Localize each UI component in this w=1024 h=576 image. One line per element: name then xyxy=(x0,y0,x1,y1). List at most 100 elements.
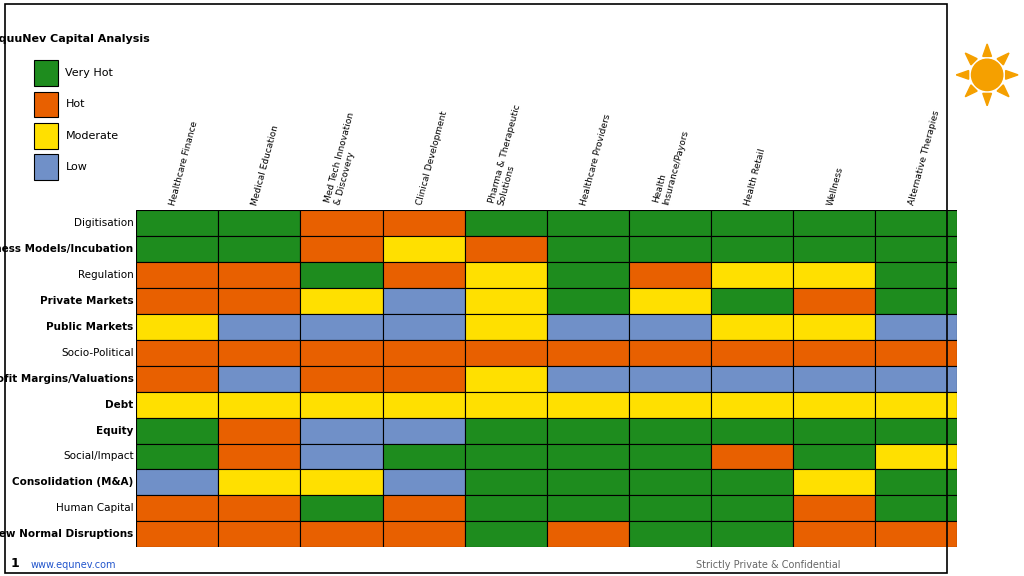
Text: Med Tech Innovation
& Discovery: Med Tech Innovation & Discovery xyxy=(323,111,366,206)
Polygon shape xyxy=(997,85,1009,97)
Bar xyxy=(218,444,300,469)
Bar xyxy=(629,495,711,521)
Text: Consolidation (M&A): Consolidation (M&A) xyxy=(12,478,133,487)
Bar xyxy=(876,366,957,392)
Bar xyxy=(547,444,629,469)
Bar xyxy=(876,392,957,418)
Bar xyxy=(383,366,465,392)
Bar xyxy=(300,469,383,495)
Text: Strictly Private & Confidential: Strictly Private & Confidential xyxy=(696,560,841,570)
Bar xyxy=(465,469,547,495)
Bar xyxy=(218,210,300,236)
Bar xyxy=(465,236,547,262)
Bar xyxy=(465,314,547,340)
Text: Equity: Equity xyxy=(96,426,133,435)
Polygon shape xyxy=(983,93,991,106)
Bar xyxy=(711,495,794,521)
Bar xyxy=(136,288,218,314)
Bar xyxy=(218,236,300,262)
Bar xyxy=(629,444,711,469)
Bar xyxy=(876,469,957,495)
Bar xyxy=(465,210,547,236)
Bar xyxy=(547,521,629,547)
Bar xyxy=(218,340,300,366)
Bar xyxy=(629,262,711,288)
Bar xyxy=(876,418,957,444)
Bar xyxy=(300,444,383,469)
Text: New Business Models/Incubation: New Business Models/Incubation xyxy=(0,244,133,254)
Text: Profit Margins/Valuations: Profit Margins/Valuations xyxy=(0,374,133,384)
Bar xyxy=(383,418,465,444)
Text: Hot: Hot xyxy=(66,100,85,109)
Bar xyxy=(711,418,794,444)
Bar xyxy=(218,288,300,314)
Text: Medical Education: Medical Education xyxy=(251,124,281,206)
Bar xyxy=(711,340,794,366)
Bar xyxy=(794,366,876,392)
Bar xyxy=(465,392,547,418)
Bar xyxy=(218,495,300,521)
Bar xyxy=(876,262,957,288)
Bar xyxy=(629,314,711,340)
Bar xyxy=(136,444,218,469)
Bar xyxy=(794,340,876,366)
Bar xyxy=(547,469,629,495)
Bar xyxy=(300,210,383,236)
Bar xyxy=(711,210,794,236)
Polygon shape xyxy=(966,85,977,97)
Bar xyxy=(300,495,383,521)
Text: www.equnev.com: www.equnev.com xyxy=(31,560,116,570)
Bar xyxy=(794,469,876,495)
Bar xyxy=(794,262,876,288)
Bar xyxy=(136,521,218,547)
Bar xyxy=(300,418,383,444)
Bar xyxy=(136,392,218,418)
Bar xyxy=(794,236,876,262)
Text: Low: Low xyxy=(66,162,87,172)
Bar xyxy=(300,236,383,262)
Bar xyxy=(300,288,383,314)
Bar xyxy=(547,366,629,392)
Text: Private Markets: Private Markets xyxy=(40,296,133,306)
Bar xyxy=(547,340,629,366)
Text: Social/Impact: Social/Impact xyxy=(62,452,133,461)
Text: Socio-Political: Socio-Political xyxy=(61,348,133,358)
Bar xyxy=(876,210,957,236)
Bar xyxy=(629,340,711,366)
Bar xyxy=(876,236,957,262)
FancyBboxPatch shape xyxy=(34,92,57,118)
Bar xyxy=(383,340,465,366)
Bar xyxy=(876,444,957,469)
Bar xyxy=(794,210,876,236)
Bar xyxy=(383,495,465,521)
Bar xyxy=(629,236,711,262)
Bar xyxy=(465,288,547,314)
Polygon shape xyxy=(956,70,969,79)
Bar xyxy=(711,236,794,262)
Bar xyxy=(547,236,629,262)
Bar xyxy=(465,262,547,288)
Bar xyxy=(465,495,547,521)
Bar xyxy=(547,288,629,314)
Bar xyxy=(711,469,794,495)
Bar xyxy=(629,366,711,392)
Bar xyxy=(218,262,300,288)
Bar xyxy=(383,210,465,236)
Polygon shape xyxy=(983,44,991,56)
Bar xyxy=(547,314,629,340)
Bar xyxy=(136,210,218,236)
Bar xyxy=(218,521,300,547)
Polygon shape xyxy=(997,53,1009,65)
Bar xyxy=(136,314,218,340)
Text: New Normal Disruptions: New Normal Disruptions xyxy=(0,529,133,539)
Bar xyxy=(218,392,300,418)
Text: EquuNev Capital Analysis: EquuNev Capital Analysis xyxy=(0,34,151,44)
Text: Clinical Development: Clinical Development xyxy=(415,110,449,206)
Text: Pharma & Therapeutic
Solutions: Pharma & Therapeutic Solutions xyxy=(487,103,532,206)
Bar xyxy=(711,288,794,314)
Bar xyxy=(300,521,383,547)
Bar xyxy=(629,210,711,236)
Bar xyxy=(794,314,876,340)
Bar xyxy=(383,444,465,469)
Text: Digitisation: Digitisation xyxy=(74,218,133,228)
